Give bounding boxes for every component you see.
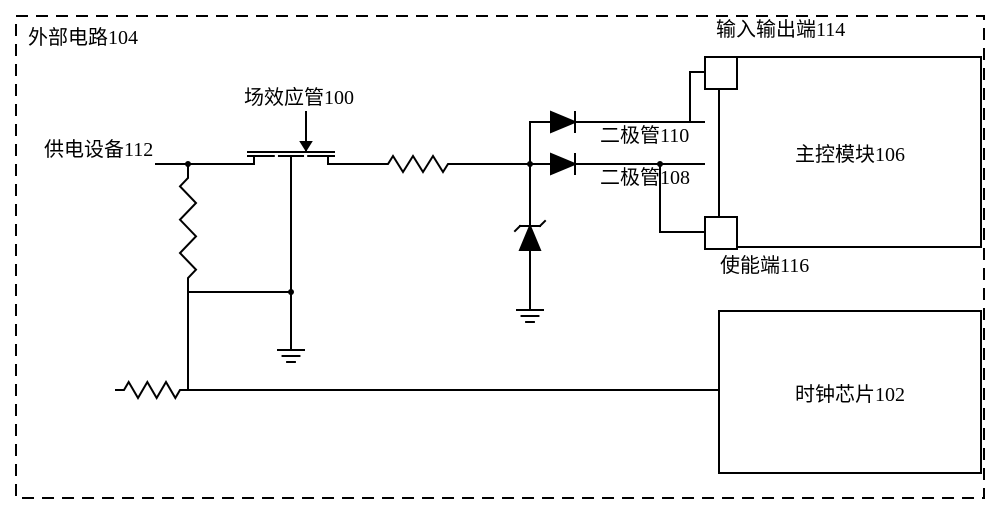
enable-port-pad	[704, 216, 738, 250]
label-power-supply: 供电设备112	[44, 138, 153, 162]
io-port-pad	[704, 56, 738, 90]
schematic-canvas: 外部电路104 场效应管100 供电设备112 输入输出端114 二极管110 …	[0, 0, 1000, 513]
clock-chip: 时钟芯片102	[718, 310, 982, 474]
main-control-module-label: 主控模块106	[795, 138, 905, 167]
label-fet: 场效应管100	[244, 86, 354, 110]
label-enable: 使能端116	[720, 254, 809, 278]
label-outer-circuit: 外部电路104	[28, 26, 138, 50]
clock-chip-label: 时钟芯片102	[795, 378, 905, 407]
label-diode-110: 二极管110	[600, 124, 689, 148]
main-control-module: 主控模块106	[718, 56, 982, 248]
label-io-port: 输入输出端114	[716, 18, 845, 42]
label-diode-108: 二极管108	[600, 166, 690, 190]
